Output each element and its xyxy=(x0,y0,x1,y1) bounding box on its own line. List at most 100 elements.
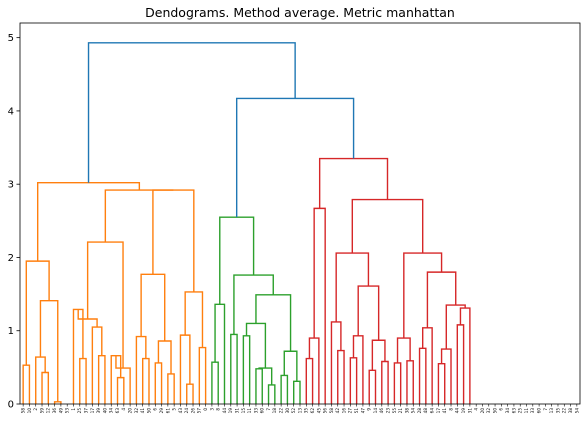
dendrogram-link xyxy=(72,308,84,404)
dendrogram-link xyxy=(371,339,386,371)
dendrogram-link xyxy=(337,349,345,404)
chart-title: Dendograms. Method average. Metric manha… xyxy=(145,5,455,20)
dendrogram-link xyxy=(36,182,141,262)
leaf-label: 7 xyxy=(266,408,271,411)
leaf-label: 12 xyxy=(46,408,51,414)
y-tick-label: 3 xyxy=(8,180,14,191)
leaf-label: 32 xyxy=(486,408,491,414)
dendrogram-link xyxy=(22,364,31,404)
dendrogram-link xyxy=(141,357,150,404)
leaf-label: 60 xyxy=(260,408,265,414)
dendrogram-link xyxy=(140,273,166,341)
dendrogram-link xyxy=(116,376,125,404)
y-tick-label: 4 xyxy=(8,106,14,117)
leaf-label: 46 xyxy=(379,408,384,414)
leaf-label: 27 xyxy=(348,408,353,414)
dendrogram-link xyxy=(255,368,263,404)
dendrogram-link xyxy=(283,350,298,382)
dendrogram-link xyxy=(184,291,204,348)
leaf-label: 50 xyxy=(146,408,151,414)
leaf-label: 24 xyxy=(184,408,189,414)
leaf-label: 13 xyxy=(549,408,554,414)
leaf-label: 25 xyxy=(518,408,523,414)
dendrogram-link xyxy=(437,363,446,404)
y-tick-label: 5 xyxy=(8,33,14,44)
leaf-label: 54 xyxy=(574,408,579,414)
dendrogram-link xyxy=(255,294,292,352)
leaf-label: 31 xyxy=(234,408,239,414)
dendrogram-link xyxy=(381,360,389,404)
leaf-label: 22 xyxy=(279,408,284,414)
leaf-label: 8 xyxy=(448,408,453,411)
leaf-label: 30 xyxy=(285,408,290,414)
leaf-label: 43 xyxy=(178,408,183,414)
dendrogram-link xyxy=(440,348,452,404)
leaf-label: 20 xyxy=(128,408,133,414)
dendrogram-link xyxy=(104,189,174,243)
leaf-label: 19 xyxy=(461,408,466,414)
dendrogram-link xyxy=(335,252,370,322)
dendrogram-link xyxy=(421,327,433,404)
leaf-label: 9 xyxy=(367,408,372,411)
leaf-label: 14 xyxy=(373,408,378,414)
leaf-label: 6 xyxy=(499,408,504,411)
leaf-label: 5 xyxy=(172,408,177,411)
dendrogram-link xyxy=(97,354,106,404)
dendrogram-link xyxy=(403,252,443,339)
leaf-label: 48 xyxy=(423,408,428,414)
dendrogram-link xyxy=(87,42,296,183)
dendrogram-link xyxy=(393,362,402,404)
dendrogram-link xyxy=(293,380,301,404)
dendrogram-link xyxy=(35,356,46,404)
leaf-label: 8 xyxy=(216,408,221,411)
leaf-label: 36 xyxy=(52,408,57,414)
leaf-label: 38 xyxy=(404,408,409,414)
dendrogram-link xyxy=(230,333,238,404)
leaf-label: 52 xyxy=(291,408,296,414)
leaf-label: 47 xyxy=(360,408,365,414)
leaf-label: 34 xyxy=(109,408,114,414)
leaf-label: 7 xyxy=(543,408,548,411)
dendrogram-link xyxy=(152,189,195,292)
y-tick-label: 0 xyxy=(8,400,14,411)
leaf-label: 44 xyxy=(222,408,227,414)
leaf-label: 15 xyxy=(241,408,246,414)
leaf-label: 33 xyxy=(253,408,258,414)
leaf-label: 35 xyxy=(304,408,309,414)
dendrogram-link xyxy=(41,371,50,404)
dendrogram-link xyxy=(396,337,411,363)
leaf-label: 39 xyxy=(96,408,101,414)
dendrogram-link xyxy=(135,335,147,404)
leaf-label: 49 xyxy=(58,408,63,414)
leaf-label: 54 xyxy=(411,408,416,414)
leaf-label: 63 xyxy=(511,408,516,414)
leaf-labels: 58 10 2 59 12 36 49 53 1 25 37 17 39 40 34 63 4 20 32 41 50 6… xyxy=(21,404,579,414)
leaf-label: 23 xyxy=(385,408,390,414)
leaf-label: 50 xyxy=(492,408,497,414)
leaf-label: 37 xyxy=(83,408,88,414)
leaf-label: 53 xyxy=(65,408,70,414)
dendrogram-link xyxy=(308,337,320,404)
dendrogram-link xyxy=(167,373,175,404)
leaf-label: 59 xyxy=(39,408,44,414)
leaf-label: 20 xyxy=(480,408,485,414)
leaf-label: 11 xyxy=(524,408,529,414)
dendrogram-link xyxy=(219,216,255,305)
leaf-label: 35 xyxy=(555,408,560,414)
leaf-label: 45 xyxy=(316,408,321,414)
leaf-label: 55 xyxy=(392,408,397,414)
dendrogram-link xyxy=(91,326,103,404)
dendrogram-link xyxy=(305,357,314,404)
leaf-label: 4 xyxy=(474,408,479,411)
leaf-label: 21 xyxy=(398,408,403,414)
dendrogram-link xyxy=(214,303,226,404)
leaf-label: 26 xyxy=(190,408,195,414)
leaf-label: 1 xyxy=(71,408,76,411)
dendrogram-link xyxy=(313,207,326,404)
leaf-label: 42 xyxy=(335,408,340,414)
dendrogram-link xyxy=(352,335,364,404)
dendrogram-link xyxy=(357,285,380,341)
leaf-label: 41 xyxy=(140,408,145,414)
leaf-label: 2 xyxy=(33,408,38,411)
